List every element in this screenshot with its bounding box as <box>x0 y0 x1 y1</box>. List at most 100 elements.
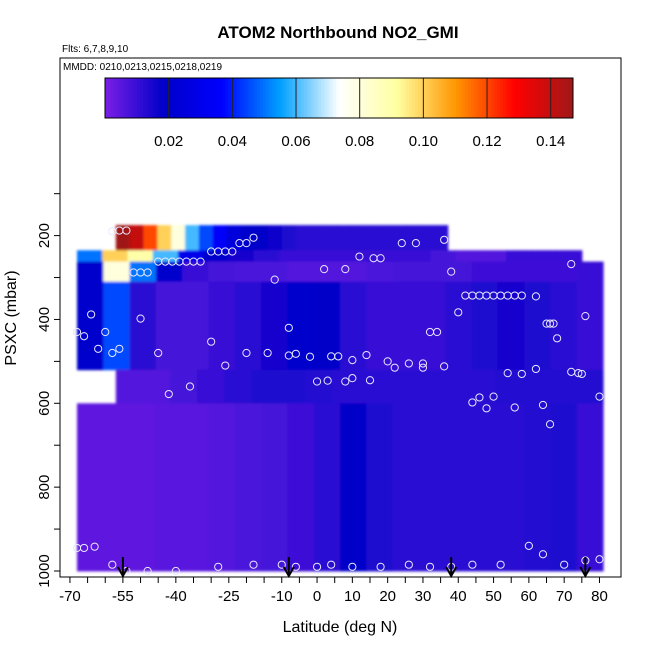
chart-title: ATOM2 Northbound NO2_GMI <box>217 23 458 42</box>
colorbar-swatch <box>494 78 498 118</box>
colorbar-swatch <box>265 78 270 118</box>
colorbar-swatch <box>271 78 276 118</box>
colorbar-swatch <box>523 78 527 118</box>
colorbar-swatch <box>470 78 475 118</box>
track-point <box>545 420 555 429</box>
colorbar-swatch <box>409 78 413 118</box>
colorbar-swatch <box>514 78 518 118</box>
field-cell <box>337 225 352 251</box>
track-point <box>284 323 293 332</box>
colorbar-swatch <box>309 78 314 118</box>
track-point <box>475 393 484 402</box>
colorbar-swatch <box>564 78 568 118</box>
colorbar-swatch <box>344 78 349 118</box>
colorbar-swatch <box>456 78 460 118</box>
colorbar-swatch <box>412 78 416 118</box>
field-cell <box>550 261 578 283</box>
colorbar-swatch <box>248 78 252 118</box>
field-cell <box>550 403 578 572</box>
field-cell <box>405 250 431 262</box>
colorbar-swatch <box>555 78 559 118</box>
colorbar-swatch <box>496 78 501 118</box>
colorbar-swatch <box>438 78 442 118</box>
field-cell <box>386 369 415 404</box>
field-cell <box>287 261 315 283</box>
colorbar-swatch <box>423 78 428 118</box>
track-point <box>538 400 548 410</box>
colorbar-swatch <box>207 78 211 118</box>
field-cell <box>169 369 198 404</box>
track-point <box>440 362 449 371</box>
track-point <box>383 357 392 366</box>
colorbar-swatch <box>292 78 296 118</box>
colorbar-swatch <box>160 78 164 118</box>
track-point <box>320 265 329 274</box>
field-cell <box>359 369 388 404</box>
colorbar-swatch <box>426 78 431 118</box>
latitude-arrowhead <box>282 566 295 579</box>
colorbar-swatch <box>262 78 267 118</box>
colorbar-swatch <box>201 78 205 118</box>
field-cell <box>77 250 103 262</box>
track-point <box>242 239 251 248</box>
field-cell <box>366 261 394 283</box>
field-cell <box>471 403 499 572</box>
field-cell <box>184 225 200 251</box>
x-tick-label: 0 <box>313 588 321 605</box>
field-cell <box>115 369 144 404</box>
colorbar-swatch <box>131 78 135 118</box>
track-point <box>567 367 576 376</box>
field-cell <box>340 403 367 572</box>
field-cell <box>406 225 421 251</box>
field-cell <box>531 250 558 262</box>
field-cell <box>497 403 525 572</box>
track-point <box>312 377 322 386</box>
colorbar-swatch <box>382 78 387 118</box>
track-point <box>122 226 131 235</box>
colorbar-swatch <box>195 78 200 118</box>
field-cell <box>278 250 305 262</box>
field-cell <box>295 225 311 251</box>
field-cell <box>224 369 252 404</box>
track-point <box>341 377 350 386</box>
field-cell <box>445 403 473 572</box>
colorbar-tick-label: 0.10 <box>409 133 438 150</box>
colorbar-tick-label: 0.14 <box>536 133 565 150</box>
colorbar-swatch <box>400 78 404 118</box>
track-point <box>390 363 399 372</box>
colorbar-swatch <box>417 78 422 118</box>
colorbar-swatch <box>529 78 533 118</box>
track-point <box>154 348 163 358</box>
track-point <box>263 348 272 358</box>
colorbar-swatch <box>166 78 170 118</box>
colorbar-swatch <box>163 78 167 118</box>
field-cell <box>77 403 104 572</box>
field-cell <box>340 261 367 283</box>
colorbar-swatch <box>321 78 325 118</box>
field-cell <box>212 225 228 251</box>
colorbar-swatch <box>420 78 425 118</box>
field-cell <box>413 369 442 404</box>
field-cell <box>576 261 604 283</box>
x-tick-label: 30 <box>415 588 432 605</box>
field-cell <box>550 281 578 371</box>
colorbar-swatch <box>570 78 574 118</box>
flights-label: Flts: 6,7,8,9,10 <box>62 44 129 55</box>
colorbar-swatch <box>341 78 346 118</box>
field-cell <box>208 261 236 283</box>
colorbar-swatch <box>359 78 363 118</box>
field-cell <box>143 225 158 251</box>
colorbar-swatch <box>280 78 284 118</box>
track-point <box>553 334 562 343</box>
colorbar-swatch <box>222 78 226 118</box>
colorbar-swatch <box>315 78 320 118</box>
track-point <box>425 562 435 571</box>
colorbar-swatch <box>546 78 551 118</box>
track-point <box>143 566 152 576</box>
track-point <box>164 389 173 399</box>
colorbar-swatch <box>116 78 121 118</box>
y-tick-label: 400 <box>36 307 53 332</box>
field-cell <box>392 281 420 371</box>
colorbar-swatch <box>283 78 287 118</box>
track-point <box>87 310 96 319</box>
